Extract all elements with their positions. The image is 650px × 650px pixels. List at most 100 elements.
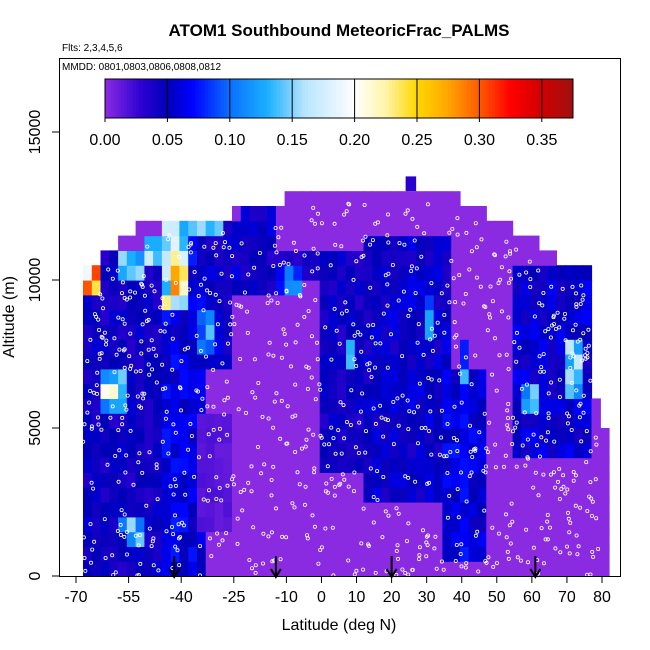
- sample-point: [145, 244, 150, 249]
- heatmap-cell: [337, 546, 347, 562]
- heatmap-cell: [223, 265, 233, 281]
- sample-point: [120, 422, 125, 427]
- sample-point: [228, 322, 233, 327]
- heatmap-cell: [293, 280, 303, 296]
- heatmap-cell: [424, 339, 435, 355]
- sample-point: [424, 540, 429, 545]
- heatmap-cell: [556, 442, 566, 459]
- colorbar-tick-label: 0.35: [526, 132, 557, 149]
- sample-point: [122, 347, 127, 352]
- heatmap-cell: [240, 472, 251, 488]
- heatmap-cell: [258, 487, 268, 503]
- heatmap-cell: [442, 561, 452, 577]
- heatmap-cell: [547, 250, 557, 266]
- heatmap-cell: [328, 531, 338, 547]
- sample-point: [590, 499, 595, 504]
- sample-point: [116, 479, 121, 484]
- sample-point: [261, 531, 266, 536]
- heatmap-cell: [346, 457, 356, 473]
- heatmap-cell: [503, 502, 514, 518]
- colorbar-swatch: [108, 79, 112, 118]
- sample-point: [309, 334, 314, 339]
- heatmap-cell: [337, 502, 347, 518]
- heatmap-cell: [91, 413, 102, 429]
- heatmap-cell: [354, 383, 365, 399]
- heatmap-cell: [293, 206, 303, 222]
- colorbar-swatch: [273, 79, 278, 118]
- sample-point: [164, 277, 169, 282]
- heatmap-cell: [582, 561, 593, 577]
- sample-point: [173, 544, 178, 549]
- heatmap-cell: [100, 265, 110, 281]
- heatmap-cell: [486, 546, 496, 562]
- heatmap-cell: [398, 487, 408, 503]
- sample-point: [433, 534, 438, 539]
- heatmap-cell: [337, 191, 347, 207]
- colorbar-swatch: [470, 79, 474, 118]
- heatmap-cell: [161, 368, 172, 385]
- heatmap-cell: [407, 472, 417, 488]
- sample-point: [302, 282, 307, 287]
- heatmap-cell: [118, 383, 128, 399]
- y-axis-label: Altitude (m): [1, 276, 18, 358]
- colorbar-swatch: [123, 79, 128, 118]
- sample-point: [536, 268, 541, 273]
- heatmap-cell: [433, 398, 444, 414]
- heatmap-cell: [319, 561, 330, 577]
- heatmap-cell: [337, 442, 347, 459]
- heatmap-cell: [118, 531, 128, 547]
- heatmap-cell: [223, 428, 233, 444]
- heatmap-cell: [135, 294, 145, 311]
- sample-point: [344, 308, 349, 313]
- heatmap-cell: [547, 339, 557, 355]
- heatmap-cell: [381, 442, 391, 459]
- heatmap-cell: [161, 398, 172, 414]
- sample-point: [570, 284, 575, 289]
- heatmap-cell: [293, 235, 303, 251]
- heatmap-cell: [337, 280, 347, 296]
- heatmap-cell: [135, 442, 145, 459]
- sample-point: [473, 353, 478, 358]
- sample-point: [213, 241, 218, 246]
- sample-point: [151, 346, 156, 351]
- colorbar-swatch: [554, 79, 558, 118]
- heatmap-cell: [477, 383, 487, 399]
- heatmap-cell: [161, 457, 172, 473]
- heatmap-cell: [565, 457, 575, 473]
- sample-point: [467, 423, 472, 428]
- sample-point: [150, 367, 155, 372]
- heatmap-cell: [328, 339, 338, 355]
- sample-point: [483, 464, 488, 469]
- sample-point: [186, 447, 191, 452]
- x-tick-label: 50: [488, 589, 506, 606]
- heatmap-cell: [284, 546, 294, 562]
- colorbar-swatch: [242, 79, 246, 118]
- heatmap-cell: [319, 368, 330, 385]
- heatmap-cell: [495, 250, 505, 266]
- sample-point: [149, 283, 154, 288]
- x-tick-label: -55: [117, 589, 140, 606]
- sample-point: [541, 472, 546, 477]
- sample-point: [459, 542, 464, 547]
- heatmap-cell: [91, 309, 102, 325]
- heatmap-cell: [214, 502, 224, 518]
- sample-point: [583, 353, 588, 358]
- heatmap-cell: [416, 294, 426, 311]
- heatmap-cell: [205, 339, 216, 355]
- sample-point: [168, 484, 173, 489]
- sample-point: [293, 413, 298, 418]
- heatmap-cell: [126, 442, 137, 459]
- heatmap-cell: [267, 368, 277, 385]
- heatmap-cell: [363, 546, 373, 562]
- heatmap-cell: [275, 531, 286, 547]
- heatmap-cell: [258, 250, 268, 266]
- colorbar-swatch: [220, 79, 225, 118]
- heatmap-cell: [460, 265, 470, 281]
- colorbar-swatch: [211, 79, 215, 118]
- heatmap-cell: [223, 546, 233, 562]
- sample-point: [526, 456, 531, 461]
- sample-point: [217, 426, 222, 431]
- heatmap-cell: [223, 516, 233, 533]
- heatmap-cell: [258, 280, 268, 296]
- heatmap-cell: [188, 339, 198, 355]
